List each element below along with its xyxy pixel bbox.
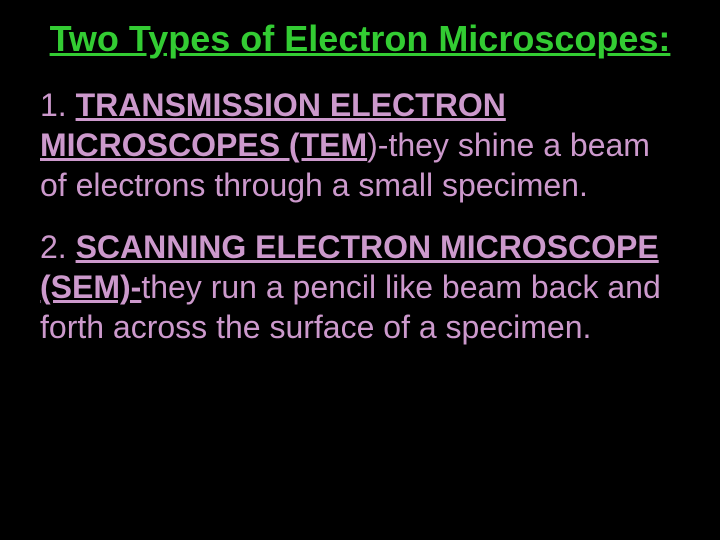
item-number: 1. (40, 87, 76, 123)
slide-title: Two Types of Electron Microscopes: (40, 18, 680, 59)
list-item: 2. SCANNING ELECTRON MICROSCOPE (SEM)-th… (40, 227, 680, 347)
list-item: 1. TRANSMISSION ELECTRON MICROSCOPES (TE… (40, 85, 680, 205)
item-number: 2. (40, 229, 76, 265)
